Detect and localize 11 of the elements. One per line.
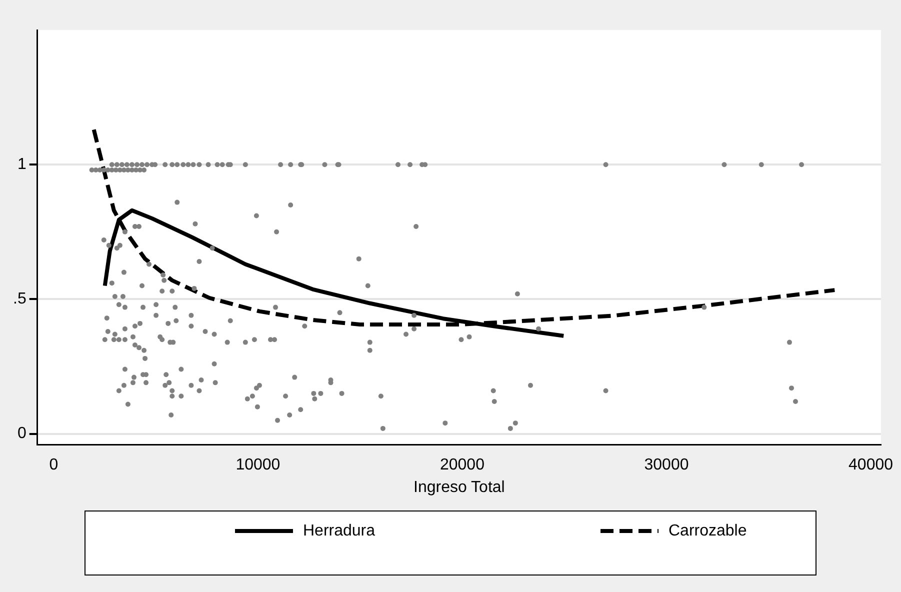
legend-label: Herradura	[303, 522, 376, 540]
x-tick-label: 30000	[644, 456, 689, 474]
x-tick-label: 10000	[236, 456, 280, 474]
y-tick-label: .5	[13, 290, 26, 308]
legend-label: Carrozable	[668, 522, 747, 540]
y-tick-label: 1	[17, 156, 26, 174]
x-axis-title: Ingreso Total	[414, 478, 505, 496]
x-tick-label: 20000	[440, 456, 485, 474]
x-tick-label: 40000	[848, 456, 894, 474]
x-tick-label: 0	[49, 456, 58, 474]
y-tick-label: 0	[17, 425, 26, 442]
